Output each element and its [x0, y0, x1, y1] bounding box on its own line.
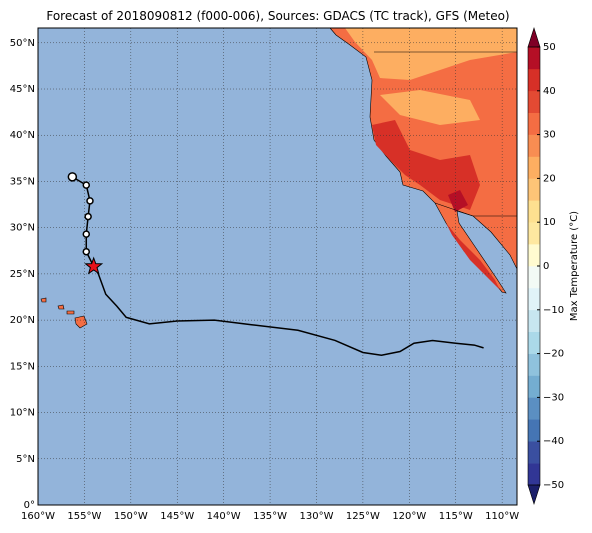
colorbar-over [527, 27, 541, 48]
y-tick-label: 40°N [10, 130, 35, 141]
colorbar-band [528, 375, 540, 398]
x-tick-label: 115°W [439, 511, 473, 522]
colorbar-band [528, 200, 540, 223]
colorbar-band [528, 331, 540, 354]
colorbar-tick-label: −40 [543, 436, 564, 447]
colorbar-band [528, 463, 540, 486]
colorbar-under [527, 484, 541, 505]
y-tick-label: 30°N [10, 223, 35, 234]
y-tick-label: 25°N [10, 269, 35, 280]
y-tick-label: 35°N [10, 176, 35, 187]
colorbar-band [528, 134, 540, 157]
x-tick-label: 155°W [67, 511, 101, 522]
colorbar-tick-label: 20 [543, 173, 556, 184]
colorbar-band [528, 47, 540, 70]
colorbar-band [528, 222, 540, 245]
colorbar-tick-label: −10 [543, 305, 564, 316]
colorbar-tick-label: −50 [543, 480, 564, 491]
x-tick-label: 150°W [114, 511, 148, 522]
forecast-point [84, 212, 92, 221]
forecast-point [86, 197, 94, 205]
colorbar-tick-label: 40 [543, 86, 556, 97]
y-tick-label: 50°N [10, 38, 35, 49]
x-tick-label: 110°W [485, 511, 519, 522]
forecast-point [67, 172, 78, 182]
colorbar-tick-label: −30 [543, 392, 564, 403]
colorbar-band [528, 112, 540, 135]
x-tick-label: 135°W [253, 511, 287, 522]
colorbar-label: Max Temperature (°C) [569, 211, 580, 321]
colorbar-tick-label: 50 [543, 42, 556, 53]
colorbar-band [528, 353, 540, 376]
colorbar-band [528, 397, 540, 420]
colorbar-tick-label: −20 [543, 349, 564, 360]
x-tick-label: 160°W [21, 511, 55, 522]
x-tick-label: 140°W [207, 511, 241, 522]
forecast-point [82, 181, 91, 189]
colorbar-band [528, 309, 540, 332]
colorbar-tick-label: 0 [543, 261, 549, 272]
y-tick-label: 20°N [10, 315, 35, 326]
map-frame [37, 27, 518, 506]
current-position [84, 256, 104, 275]
colorbar-tick-label: 30 [543, 130, 556, 141]
colorbar-band [528, 441, 540, 464]
colorbar-tick-label: 10 [543, 217, 556, 228]
x-tick-label: 130°W [299, 511, 333, 522]
land [40, 27, 518, 329]
colorbar-band [528, 90, 540, 113]
colorbar-band [528, 156, 540, 179]
colorbar-band [528, 419, 540, 442]
y-tick-label: 0° [24, 500, 35, 511]
y-tick-label: 10°N [10, 408, 35, 419]
colorbar-band [528, 266, 540, 289]
y-tick-label: 15°N [10, 361, 35, 372]
colorbar-band [528, 68, 540, 92]
x-tick-label: 145°W [160, 511, 194, 522]
x-tick-label: 125°W [346, 511, 380, 522]
forecast-point [82, 230, 91, 238]
y-tick-label: 5°N [16, 454, 35, 465]
colorbar-band [528, 178, 540, 201]
colorbar-band [528, 287, 540, 311]
x-tick-label: 120°W [392, 511, 426, 522]
title: Forecast of 2018090812 (f000-006), Sourc… [46, 9, 509, 23]
colorbar-band [528, 244, 540, 267]
forecast-point [82, 247, 91, 256]
y-tick-label: 45°N [10, 84, 35, 95]
